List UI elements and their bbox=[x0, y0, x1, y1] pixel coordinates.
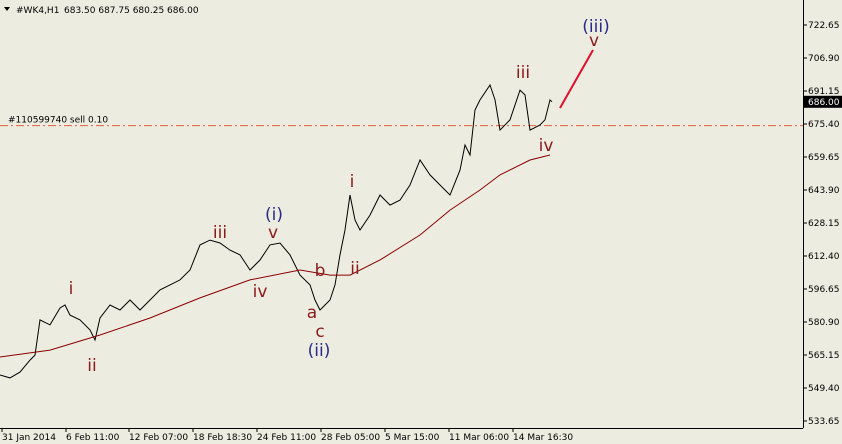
symbol: #WK4,H1 bbox=[16, 6, 59, 16]
x-tick-label: 24 Feb 11:00 bbox=[257, 433, 316, 443]
wave-label: iii bbox=[213, 223, 227, 243]
x-tick-label: 11 Mar 06:00 bbox=[449, 433, 509, 443]
wave-label: i bbox=[69, 279, 74, 299]
y-tick-label: 722.65 bbox=[808, 21, 840, 31]
wave-label: c bbox=[315, 322, 324, 342]
y-tick-label: 565.15 bbox=[808, 351, 840, 361]
wave-label: iv bbox=[539, 136, 554, 156]
x-tick-label: 14 Mar 16:30 bbox=[513, 433, 573, 443]
y-tick-label: 612.40 bbox=[808, 252, 840, 262]
wave-label: ii bbox=[87, 356, 96, 376]
wave-label: b bbox=[315, 261, 326, 281]
wave-label: v bbox=[589, 31, 599, 51]
wave-label: iii bbox=[516, 63, 530, 83]
series-line bbox=[0, 154, 551, 358]
last-price-box bbox=[804, 95, 842, 108]
y-tick-label: 643.90 bbox=[808, 186, 840, 196]
y-tick-label: 549.40 bbox=[808, 384, 840, 394]
y-tick-label: 675.40 bbox=[808, 120, 840, 130]
x-tick-label: 12 Feb 07:00 bbox=[129, 433, 188, 443]
wave-label: (ii) bbox=[308, 341, 331, 361]
wave-label: a bbox=[307, 303, 317, 323]
x-tick-label: 28 Feb 05:00 bbox=[321, 433, 380, 443]
y-tick-label: 533.65 bbox=[808, 417, 840, 427]
wave-label: (iii) bbox=[582, 17, 609, 37]
wave-label: v bbox=[268, 223, 278, 243]
x-tick-label: 18 Feb 18:30 bbox=[193, 433, 252, 443]
projection-arrow bbox=[559, 49, 594, 109]
x-tick-label: 31 Jan 2014 bbox=[2, 433, 56, 443]
wave-label: (i) bbox=[265, 205, 283, 225]
x-tick-label: 6 Feb 11:00 bbox=[66, 433, 120, 443]
x-tick-label: 5 Mar 15:00 bbox=[385, 433, 440, 443]
wave-label: ii bbox=[350, 259, 359, 279]
y-tick-label: 628.15 bbox=[808, 219, 840, 229]
ohlc: 683.50 687.75 680.25 686.00 bbox=[64, 6, 199, 16]
order-label: #110599740 sell 0.10 bbox=[8, 116, 108, 126]
y-tick-label: 706.90 bbox=[808, 54, 840, 64]
y-tick-label: 580.90 bbox=[808, 318, 840, 328]
menu-triangle[interactable] bbox=[4, 7, 10, 11]
y-tick-label: 596.65 bbox=[808, 285, 840, 295]
y-tick-label: 691.15 bbox=[808, 87, 840, 97]
y-tick-label: 659.65 bbox=[808, 153, 840, 163]
last-price-label: 686.00 bbox=[808, 98, 840, 108]
wave-label: i bbox=[350, 172, 355, 192]
series-line bbox=[0, 83, 553, 379]
wave-label: iv bbox=[253, 282, 268, 302]
